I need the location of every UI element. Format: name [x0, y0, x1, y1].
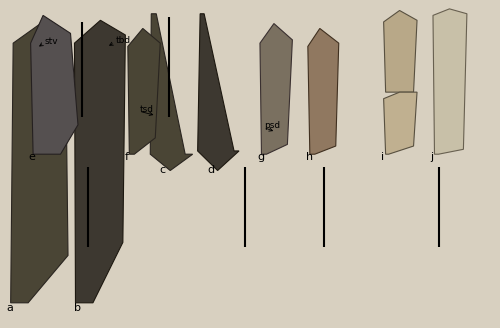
Text: f: f: [124, 153, 128, 162]
Polygon shape: [260, 24, 292, 154]
Polygon shape: [74, 20, 126, 303]
Polygon shape: [150, 14, 192, 171]
Text: b: b: [74, 303, 82, 313]
Polygon shape: [384, 92, 417, 154]
Text: h: h: [306, 153, 313, 162]
Text: e: e: [28, 153, 35, 162]
Text: psd: psd: [264, 121, 280, 130]
Text: a: a: [6, 303, 14, 313]
Text: j: j: [430, 153, 434, 162]
Polygon shape: [308, 29, 339, 154]
Polygon shape: [10, 24, 68, 303]
Text: tsd: tsd: [140, 105, 153, 113]
Text: c: c: [160, 165, 166, 175]
Text: i: i: [380, 153, 384, 162]
Polygon shape: [433, 9, 467, 154]
Text: g: g: [258, 153, 264, 162]
Text: stv: stv: [44, 37, 58, 46]
Polygon shape: [128, 29, 160, 154]
Text: tbd: tbd: [116, 36, 130, 45]
Text: d: d: [208, 165, 214, 175]
Polygon shape: [384, 10, 417, 92]
Polygon shape: [198, 14, 239, 171]
Polygon shape: [30, 15, 78, 154]
